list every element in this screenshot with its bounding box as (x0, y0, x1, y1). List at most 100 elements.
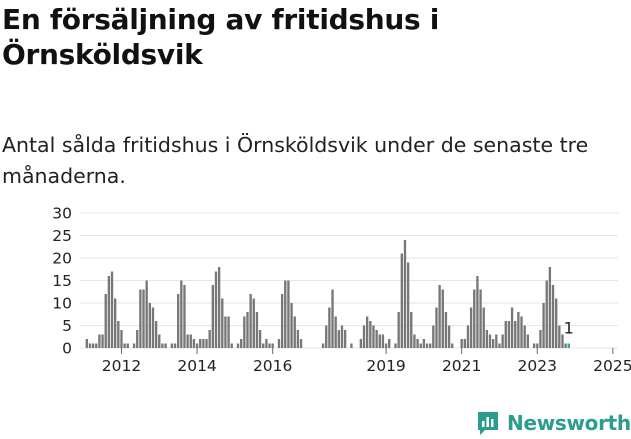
bar (359, 339, 363, 348)
bar (539, 330, 542, 348)
bar (337, 330, 340, 348)
chart-title: En försäljning av fritidshus i Örnskölds… (2, 3, 440, 71)
bar (451, 343, 454, 348)
bar (381, 334, 385, 348)
bar (479, 289, 482, 348)
bar (321, 343, 325, 348)
newsworthy-logo-icon (478, 412, 498, 435)
bar (120, 330, 123, 348)
bar (284, 280, 287, 348)
bar (180, 280, 183, 348)
bar (240, 339, 243, 348)
bar (350, 343, 353, 348)
bar (148, 303, 151, 348)
bar (258, 330, 262, 348)
bar (331, 289, 334, 348)
data-labels: 1 (564, 319, 574, 338)
bar (413, 334, 416, 348)
bar (299, 339, 303, 348)
y-tick-label: 15 (52, 272, 72, 290)
bar (98, 334, 101, 348)
x-tick-label: 2021 (442, 357, 481, 375)
bar (154, 321, 158, 348)
bar (369, 321, 372, 348)
bar (520, 316, 523, 348)
bar (542, 303, 545, 348)
chart-subtitle: Antal sålda fritidshus i Örnsköldsvik un… (2, 133, 589, 188)
bar (246, 312, 249, 348)
bar (85, 339, 88, 348)
bar (403, 240, 407, 348)
brand-name: Newsworthy (507, 411, 631, 435)
bar (532, 343, 536, 348)
bar (287, 280, 290, 348)
bar (432, 325, 435, 348)
bar (425, 343, 429, 348)
grid-lines (80, 212, 618, 349)
bar (177, 294, 180, 348)
bar (230, 343, 233, 348)
bar (88, 343, 92, 348)
bar (469, 307, 473, 348)
bar (429, 343, 432, 348)
bar (555, 298, 558, 348)
bar (95, 343, 98, 348)
bar (394, 343, 397, 348)
bar (567, 343, 570, 348)
bar (123, 343, 126, 348)
x-axis-ticks: 2012 2014 2016 2019 2021 2023 2025 (102, 348, 631, 375)
bar (268, 343, 271, 348)
bar (183, 285, 186, 348)
bar (504, 321, 507, 348)
bar (410, 312, 413, 348)
bar (325, 325, 328, 348)
y-tick-label: 5 (62, 317, 72, 335)
bar (186, 334, 189, 348)
bar (91, 343, 95, 348)
bar (343, 330, 347, 348)
bar (460, 339, 463, 348)
bar (492, 339, 495, 348)
y-axis-ticks: 0 5 10 15 20 25 30 (52, 205, 72, 358)
bar (262, 343, 265, 348)
bar (485, 330, 489, 348)
bar (145, 280, 148, 348)
x-tick-label: 2019 (366, 357, 405, 375)
bar (435, 307, 438, 348)
bar (205, 339, 208, 348)
bar (280, 294, 284, 348)
bar (290, 303, 293, 348)
bar (558, 325, 561, 348)
bar (255, 312, 259, 348)
bar (400, 253, 403, 348)
x-tick-label: 2014 (177, 357, 216, 375)
bar (208, 330, 211, 348)
bar (293, 316, 296, 348)
bar (221, 298, 224, 348)
bar (173, 343, 177, 348)
bar (101, 334, 104, 348)
bar (107, 276, 111, 348)
bar (227, 316, 230, 348)
bar (545, 280, 548, 348)
bar (501, 334, 504, 348)
y-tick-label: 30 (52, 205, 72, 223)
y-tick-label: 25 (52, 227, 72, 245)
bar (498, 343, 501, 348)
bar (406, 262, 410, 348)
y-tick-label: 0 (62, 340, 72, 358)
bar (158, 334, 161, 348)
bar (164, 343, 167, 348)
bar (523, 325, 526, 348)
bar (202, 339, 205, 348)
bar (277, 339, 281, 348)
bar (551, 285, 555, 348)
bar (476, 276, 479, 348)
bar (466, 325, 470, 348)
x-tick-label: 2012 (102, 357, 141, 375)
bar (384, 343, 388, 348)
x-tick-label: 2025 (593, 357, 631, 375)
bar (510, 307, 514, 348)
x-tick-label: 2016 (253, 357, 292, 375)
